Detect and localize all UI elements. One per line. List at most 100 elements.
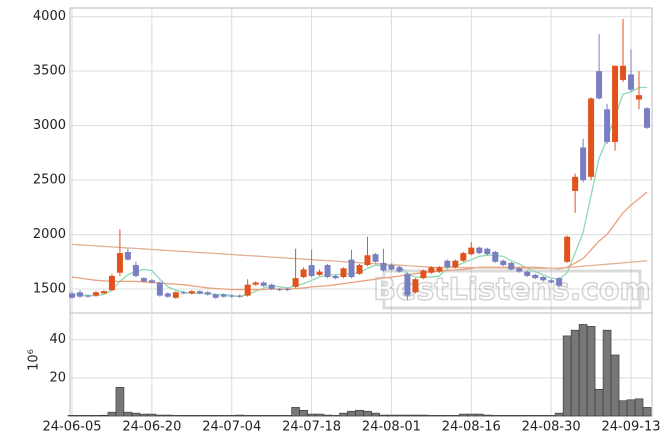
volume-bar bbox=[179, 415, 189, 417]
candle-body bbox=[300, 269, 307, 278]
volume-bar bbox=[299, 409, 308, 417]
candle-body bbox=[508, 262, 515, 270]
volume-bar bbox=[235, 414, 245, 417]
candle-body bbox=[340, 268, 347, 278]
candle-body bbox=[468, 247, 475, 255]
watermark-box bbox=[382, 269, 642, 310]
candle-body bbox=[196, 291, 203, 294]
y-tick-label: 2000 bbox=[33, 227, 66, 242]
volume-bar bbox=[83, 415, 93, 417]
volume-bar bbox=[459, 413, 468, 417]
candle-body bbox=[436, 267, 443, 272]
x-tick-label: 24-06-05 bbox=[42, 420, 101, 435]
volume-bar bbox=[131, 412, 141, 417]
candle-body bbox=[476, 247, 483, 254]
volume-bar bbox=[171, 415, 181, 417]
candle-body bbox=[76, 292, 83, 297]
candle-body bbox=[220, 294, 227, 297]
candle-body bbox=[540, 277, 547, 281]
candle-body bbox=[148, 280, 155, 283]
volume-bar bbox=[267, 415, 276, 417]
candle-body bbox=[612, 65, 619, 142]
candle-body bbox=[252, 282, 259, 285]
volume-bar bbox=[139, 413, 149, 417]
candle-body bbox=[172, 292, 179, 298]
y-tick-label: 2500 bbox=[33, 173, 66, 188]
candle-body bbox=[204, 292, 211, 295]
x-tick-label: 24-08-16 bbox=[442, 420, 501, 435]
volume-bar bbox=[642, 407, 652, 417]
x-tick-label: 24-07-04 bbox=[202, 420, 261, 435]
volume-bar bbox=[283, 415, 292, 417]
volume-bar bbox=[243, 415, 252, 417]
candle-body bbox=[316, 271, 323, 275]
candle-body bbox=[92, 292, 99, 296]
volume-bar bbox=[259, 415, 268, 417]
candle-body bbox=[260, 282, 267, 286]
candle-body bbox=[332, 275, 339, 279]
volume-bar bbox=[578, 324, 588, 417]
volume-bar bbox=[474, 413, 484, 417]
volume-bar bbox=[323, 414, 332, 417]
volume-bar bbox=[163, 414, 173, 417]
candle-body bbox=[308, 265, 315, 276]
volume-bar bbox=[594, 388, 604, 417]
candle-body bbox=[108, 275, 115, 291]
volume-bar bbox=[586, 326, 596, 417]
candle-body bbox=[284, 289, 291, 291]
volume-unit-label: 10⁶ bbox=[27, 349, 42, 371]
candle-body bbox=[236, 295, 243, 297]
volume-bar bbox=[482, 414, 492, 417]
volume-bar bbox=[387, 414, 396, 417]
volume-bar bbox=[538, 415, 548, 417]
volume-bar bbox=[355, 409, 364, 417]
volume-bar bbox=[626, 399, 636, 417]
volume-bar bbox=[107, 411, 117, 417]
x-tick-label: 24-07-18 bbox=[282, 420, 341, 435]
candle-body bbox=[69, 293, 75, 298]
volume-bar bbox=[395, 414, 404, 417]
candle-body bbox=[460, 253, 467, 261]
volume-bar bbox=[427, 415, 436, 417]
volume-bar bbox=[618, 400, 628, 417]
volume-bar bbox=[99, 414, 109, 417]
candle-body bbox=[636, 95, 643, 100]
candle-body bbox=[524, 271, 531, 276]
volume-bar bbox=[251, 415, 260, 417]
volume-bar bbox=[347, 410, 356, 417]
volume-tick-label: 20 bbox=[49, 370, 66, 385]
volume-bar bbox=[75, 415, 85, 417]
y-tick-label: 3500 bbox=[33, 64, 66, 79]
candle-body bbox=[348, 259, 355, 278]
candle-body bbox=[228, 295, 235, 297]
candle-body bbox=[604, 109, 611, 142]
candle-body bbox=[372, 254, 379, 262]
volume-bar bbox=[363, 410, 372, 417]
candle-body bbox=[588, 98, 595, 177]
volume-bar bbox=[315, 413, 324, 417]
volume-bar bbox=[506, 415, 516, 417]
volume-bar bbox=[490, 415, 500, 417]
x-tick-label: 24-08-30 bbox=[522, 420, 581, 435]
volume-bar bbox=[530, 415, 540, 417]
volume-bar bbox=[570, 329, 580, 417]
volume-bar bbox=[307, 413, 316, 417]
volume-bar bbox=[546, 415, 556, 417]
candle-body bbox=[268, 284, 275, 290]
candle-body bbox=[356, 265, 363, 274]
candle-body bbox=[556, 278, 563, 286]
y-tick-label: 3000 bbox=[33, 118, 66, 133]
candle-body bbox=[212, 294, 219, 298]
volume-bar bbox=[147, 413, 157, 417]
candle-body bbox=[124, 252, 131, 260]
candle-body bbox=[548, 280, 555, 283]
volume-bar bbox=[435, 415, 444, 417]
candle-body bbox=[188, 291, 195, 294]
plot-frame bbox=[69, 7, 653, 417]
candle-body bbox=[420, 270, 427, 279]
volume-bar bbox=[291, 407, 300, 417]
x-tick-label: 24-06-20 bbox=[122, 420, 181, 435]
volume-bar bbox=[562, 335, 572, 417]
candle-body bbox=[596, 71, 603, 99]
